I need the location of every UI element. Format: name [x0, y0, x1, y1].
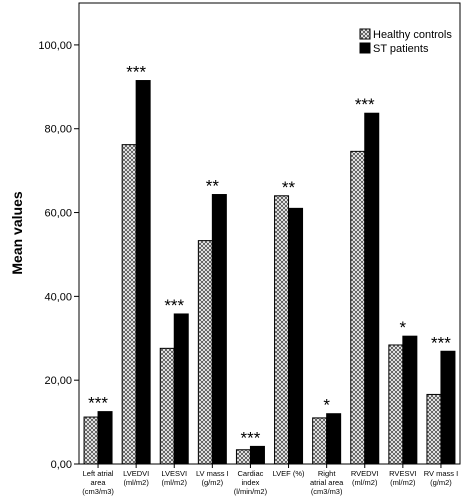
x-tick-label: RVESVI — [389, 469, 416, 478]
bar-st-patients — [97, 411, 113, 465]
bar-st-patients — [135, 80, 151, 465]
x-tick-label: LVESVI — [161, 469, 187, 478]
x-tick-label: (g/m2) — [430, 478, 452, 487]
bar-healthy-controls — [274, 195, 290, 465]
significance-marker: ** — [206, 177, 220, 196]
x-tick-label: index — [241, 478, 259, 487]
significance-annotations: ************************ — [88, 63, 451, 448]
bar-healthy-controls — [121, 144, 137, 465]
y-tick-label: 20,00 — [44, 375, 72, 387]
significance-marker: *** — [164, 296, 184, 315]
x-tick-label: atrial area — [310, 478, 344, 487]
bar-healthy-controls — [350, 150, 366, 465]
x-axis-labels: Left atrialarea(cm3/m3)LVEDVI(ml/m2)LVES… — [82, 464, 458, 496]
bar-st-patients — [249, 445, 265, 465]
y-tick-label: 0,00 — [51, 459, 72, 471]
x-tick-label: (l/min/m2) — [234, 487, 268, 496]
bar-st-patients — [364, 112, 380, 465]
bar-st-patients — [288, 207, 304, 465]
x-tick-label: LVEF (%) — [273, 469, 305, 478]
x-tick-label: (cm3/m3) — [311, 487, 343, 496]
legend-swatch-st-patients — [359, 42, 371, 54]
significance-marker: *** — [88, 394, 108, 413]
x-tick-label: (ml/m2) — [390, 478, 416, 487]
significance-marker: *** — [431, 333, 451, 352]
bar-st-patients — [440, 350, 456, 465]
x-tick-label: RVEDVI — [351, 469, 379, 478]
y-tick-label: 60,00 — [44, 208, 72, 220]
y-axis: 0,00 20,00 40,00 60,00 80,00 100,00 — [38, 40, 79, 471]
bar-healthy-controls — [235, 449, 251, 465]
significance-marker: *** — [126, 63, 146, 82]
bar-healthy-controls — [426, 393, 442, 465]
x-tick-label: (g/m2) — [202, 478, 224, 487]
legend-swatch-healthy-controls — [359, 28, 371, 40]
bar-healthy-controls — [159, 347, 175, 465]
bar-st-patients — [211, 194, 227, 465]
bar-st-patients — [173, 313, 189, 465]
bars-group — [83, 80, 456, 465]
significance-marker: * — [400, 318, 407, 337]
x-tick-label: (ml/m2) — [352, 478, 378, 487]
legend-label-st-patients: ST patients — [373, 43, 429, 55]
bar-healthy-controls — [312, 417, 328, 465]
x-tick-label: Cardiac — [238, 469, 264, 478]
x-tick-label: Left atrial — [83, 469, 114, 478]
x-tick-label: (cm3/m3) — [82, 487, 114, 496]
legend-box — [357, 7, 457, 54]
bar-healthy-controls — [388, 344, 404, 465]
legend: Healthy controls ST patients — [357, 7, 457, 55]
x-tick-label: LV mass I — [196, 469, 229, 478]
significance-marker: * — [323, 396, 330, 415]
significance-marker: ** — [282, 178, 296, 197]
bar-st-patients — [326, 413, 342, 465]
significance-marker: *** — [241, 428, 261, 447]
x-tick-label: LVEDVI — [123, 469, 149, 478]
x-tick-label: RV mass I — [424, 469, 458, 478]
y-tick-label: 40,00 — [44, 291, 72, 303]
y-tick-label: 100,00 — [38, 40, 72, 52]
bar-healthy-controls — [197, 240, 213, 465]
x-tick-label: area — [91, 478, 107, 487]
bar-healthy-controls — [83, 416, 99, 465]
significance-marker: *** — [355, 95, 375, 114]
y-axis-label: Mean values — [9, 191, 25, 274]
x-tick-label: (ml/m2) — [123, 478, 149, 487]
y-tick-label: 80,00 — [44, 124, 72, 136]
x-tick-label: Right — [318, 469, 336, 478]
legend-label-healthy-controls: Healthy controls — [373, 29, 452, 41]
x-tick-label: (ml/m2) — [162, 478, 188, 487]
bar-st-patients — [402, 335, 418, 465]
